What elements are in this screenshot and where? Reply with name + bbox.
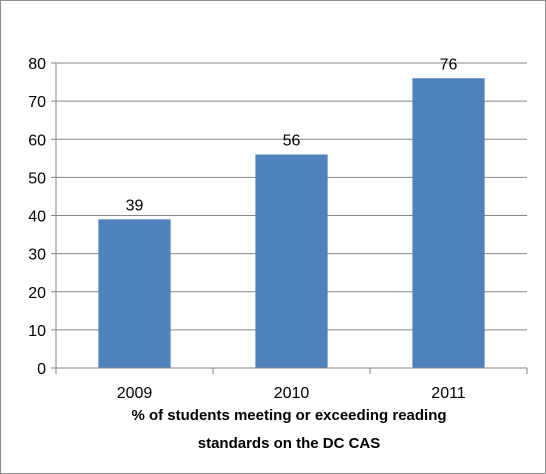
x-tick-label-2009: 2009 <box>117 385 153 402</box>
y-tick-label: 10 <box>28 323 46 340</box>
data-label-2009: 39 <box>126 197 144 214</box>
data-label-2011: 76 <box>440 56 458 73</box>
y-tick-label: 20 <box>28 285 46 302</box>
bars <box>98 78 485 368</box>
y-tick-label: 40 <box>28 209 46 226</box>
bar-2009 <box>98 219 171 368</box>
y-tick-label: 60 <box>28 132 46 149</box>
data-label-2010: 56 <box>283 133 301 150</box>
x-axis-title: % of students meeting or exceeding readi… <box>131 407 446 452</box>
x-tick-label-2011: 2011 <box>431 385 466 402</box>
bar-2011 <box>412 78 485 368</box>
y-tick-label: 0 <box>37 361 46 378</box>
x-tick-label-2010: 2010 <box>274 385 310 402</box>
axes <box>51 62 528 374</box>
bar-2010 <box>255 154 328 368</box>
x-axis-title-line-2: standards on the DC CAS <box>198 435 381 452</box>
x-axis-title-line-1: % of students meeting or exceeding readi… <box>131 407 446 424</box>
labels: 0 10 20 30 40 50 60 70 80 39 2009 56 2010 76 2011 <box>28 56 466 402</box>
y-tick-label: 70 <box>28 94 46 111</box>
y-tick-label: 50 <box>28 170 46 187</box>
y-tick-label: 80 <box>28 56 46 73</box>
y-tick-label: 30 <box>28 247 46 264</box>
